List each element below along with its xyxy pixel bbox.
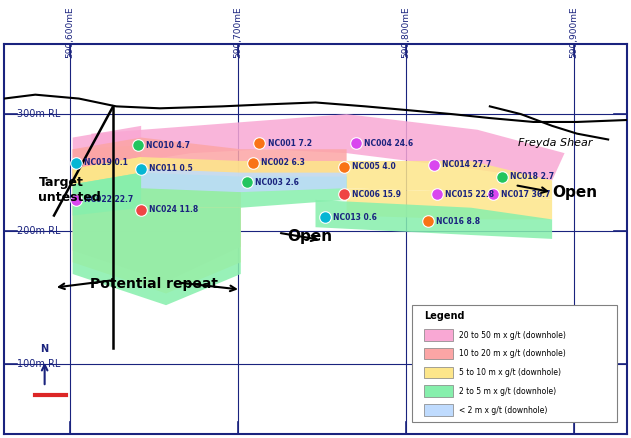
- Point: [136, 165, 146, 172]
- Text: NC019 0.1: NC019 0.1: [84, 159, 127, 167]
- Text: NC017 36.7: NC017 36.7: [501, 190, 550, 198]
- Point: [136, 206, 146, 213]
- Point: [242, 179, 252, 186]
- FancyBboxPatch shape: [424, 385, 453, 397]
- Point: [497, 173, 507, 180]
- Text: NC018 2.7: NC018 2.7: [510, 172, 555, 181]
- Text: NC024 11.8: NC024 11.8: [150, 205, 199, 214]
- Text: Target
untested: Target untested: [38, 176, 101, 204]
- Text: NC014 27.7: NC014 27.7: [442, 160, 492, 170]
- Text: NC011 0.5: NC011 0.5: [150, 164, 193, 173]
- Text: 10 to 20 m x g/t (downhole): 10 to 20 m x g/t (downhole): [459, 350, 565, 358]
- Text: 590,700mE: 590,700mE: [233, 6, 242, 58]
- Text: NC004 24.6: NC004 24.6: [364, 139, 413, 148]
- Point: [338, 191, 348, 198]
- Text: 5 to 10 m x g/t (downhole): 5 to 10 m x g/t (downhole): [459, 368, 561, 377]
- Text: NC003 2.6: NC003 2.6: [255, 178, 299, 187]
- Polygon shape: [73, 126, 141, 180]
- Text: NC006 15.9: NC006 15.9: [351, 190, 401, 198]
- Text: NC002 6.3: NC002 6.3: [261, 159, 305, 167]
- Polygon shape: [73, 157, 241, 293]
- Text: 20 to 50 m x g/t (downhole): 20 to 50 m x g/t (downhole): [459, 331, 565, 340]
- Text: Potential repeat: Potential repeat: [90, 277, 218, 291]
- Polygon shape: [141, 169, 346, 192]
- Text: Open: Open: [288, 230, 333, 244]
- Text: 200m RL: 200m RL: [16, 226, 60, 236]
- Polygon shape: [316, 200, 552, 239]
- Polygon shape: [73, 138, 346, 184]
- Point: [423, 218, 433, 225]
- Text: Legend: Legend: [425, 311, 465, 321]
- Point: [338, 163, 348, 170]
- FancyBboxPatch shape: [412, 305, 618, 422]
- Text: NC005 4.0: NC005 4.0: [351, 162, 396, 171]
- FancyBboxPatch shape: [424, 367, 453, 378]
- Text: Freyda Shear: Freyda Shear: [518, 138, 593, 148]
- Text: NC015 22.8: NC015 22.8: [445, 190, 494, 198]
- Polygon shape: [91, 114, 565, 180]
- Polygon shape: [73, 145, 241, 282]
- FancyBboxPatch shape: [424, 329, 453, 341]
- Text: Open: Open: [552, 185, 597, 200]
- Polygon shape: [73, 173, 241, 305]
- Text: 300m RL: 300m RL: [16, 109, 60, 119]
- Polygon shape: [346, 188, 552, 219]
- Text: 590,800mE: 590,800mE: [401, 6, 410, 58]
- FancyBboxPatch shape: [424, 404, 453, 416]
- Text: 590,600mE: 590,600mE: [65, 6, 74, 58]
- Point: [133, 142, 143, 149]
- Point: [432, 191, 442, 198]
- Text: NC013 0.6: NC013 0.6: [333, 213, 377, 222]
- FancyBboxPatch shape: [424, 348, 453, 359]
- Text: NC010 4.7: NC010 4.7: [146, 141, 190, 150]
- Text: NC001 7.2: NC001 7.2: [268, 139, 312, 148]
- Polygon shape: [73, 157, 552, 200]
- Point: [71, 196, 81, 203]
- Point: [351, 140, 361, 147]
- Text: NC022 22.7: NC022 22.7: [84, 195, 133, 205]
- Text: 2 to 5 m x g/t (downhole): 2 to 5 m x g/t (downhole): [459, 387, 556, 396]
- Point: [71, 159, 81, 166]
- Text: < 2 m x g/t (downhole): < 2 m x g/t (downhole): [459, 406, 547, 414]
- Point: [254, 140, 264, 147]
- Point: [428, 161, 439, 168]
- Text: 590,900mE: 590,900mE: [569, 6, 579, 58]
- Point: [248, 159, 258, 166]
- Text: N: N: [40, 344, 49, 354]
- Point: [488, 191, 498, 198]
- Polygon shape: [73, 173, 346, 215]
- Point: [320, 214, 330, 221]
- Text: NC016 8.8: NC016 8.8: [435, 217, 480, 226]
- Text: 100m RL: 100m RL: [16, 359, 60, 369]
